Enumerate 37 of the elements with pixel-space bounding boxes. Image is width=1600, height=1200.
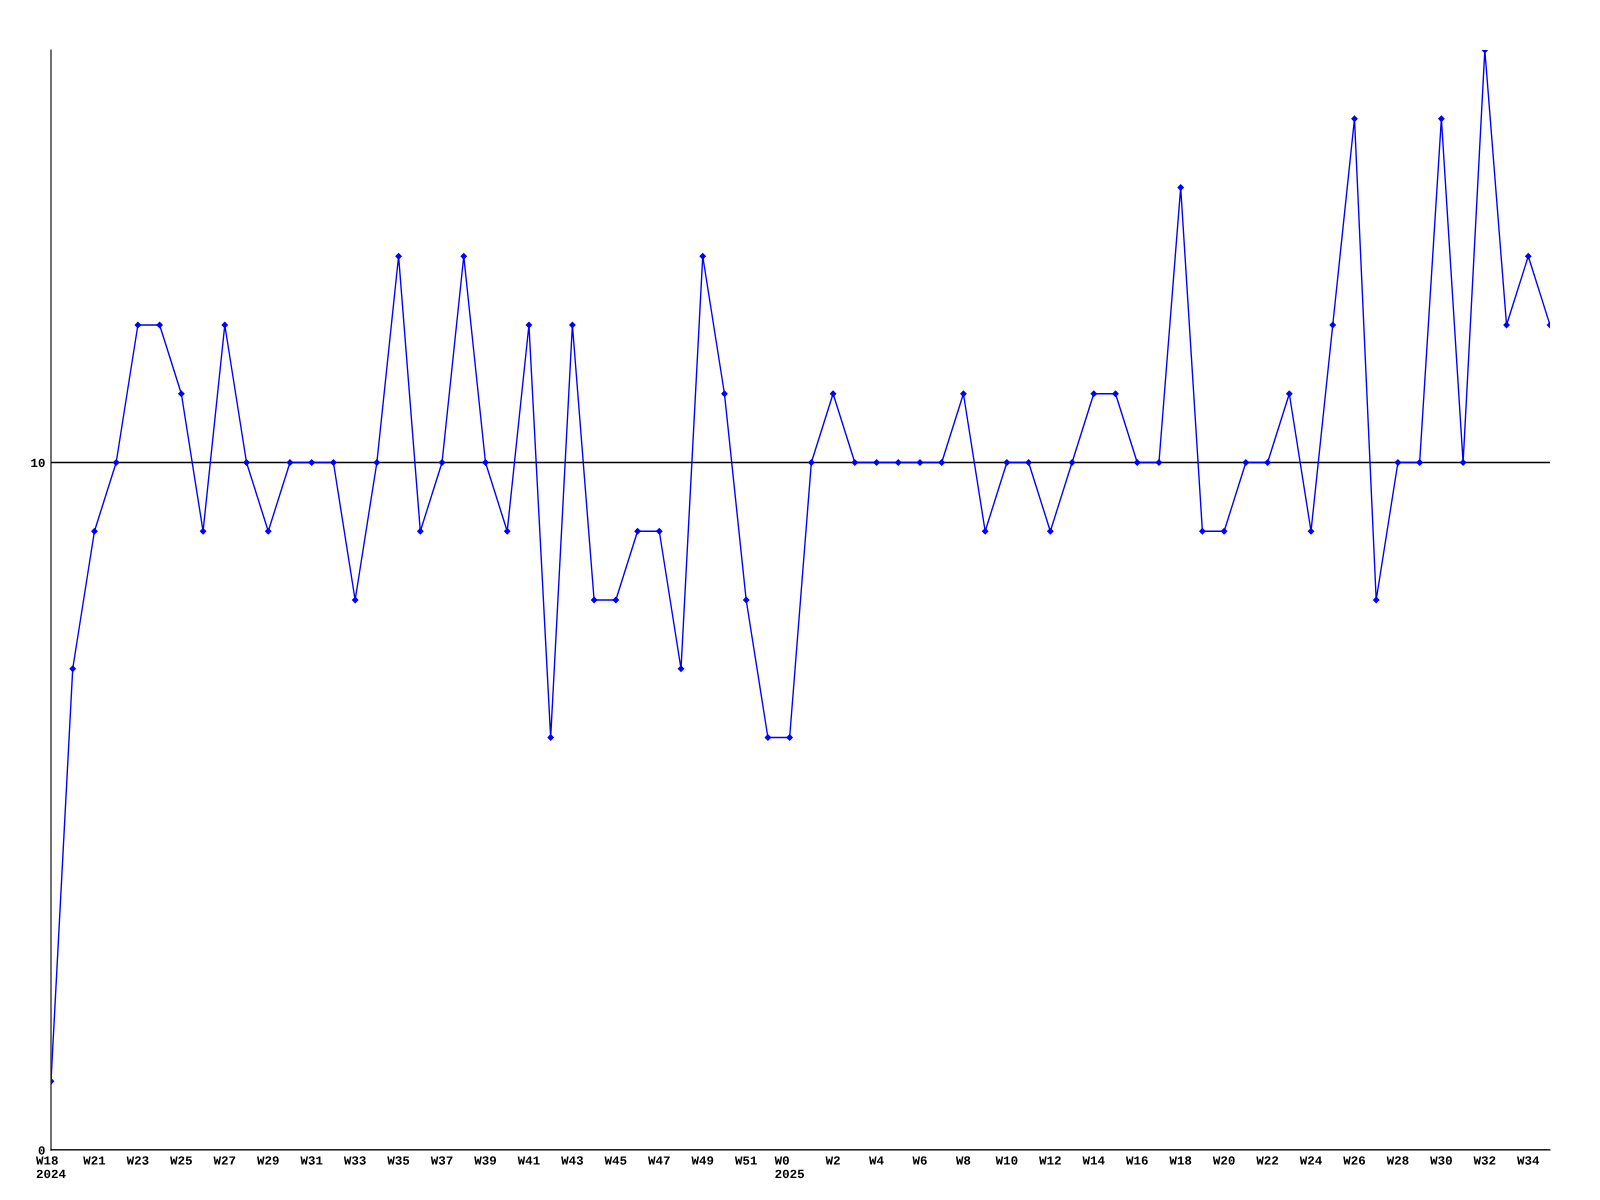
x-tick-label: W51 <box>734 1156 757 1165</box>
x-tick-label: W34 <box>1517 1156 1540 1165</box>
x-tick-label: W39 <box>474 1156 496 1165</box>
x-tick-label: W32 <box>1473 1156 1496 1165</box>
x-tick-label: W18 <box>1169 1156 1192 1165</box>
x-tick-label: W35 <box>387 1156 410 1165</box>
x-tick-label: W27 <box>213 1156 236 1165</box>
x-tick-label: W12 <box>1039 1156 1061 1165</box>
x-tick-label: W45 <box>604 1156 627 1165</box>
x-tick-label: W18 2024 <box>36 1156 66 1179</box>
y-tick-label: 0 <box>38 1146 45 1155</box>
x-tick-label: W47 <box>648 1156 670 1165</box>
x-tick-label: W33 <box>343 1156 366 1165</box>
x-tick-label: W8 <box>955 1156 971 1165</box>
x-tick-label: W41 <box>517 1156 540 1165</box>
x-tick-label: W0 2025 <box>774 1156 804 1179</box>
x-tick-label: W29 <box>256 1156 279 1165</box>
x-tick-label: W10 <box>995 1156 1018 1165</box>
x-tick-label: W23 <box>126 1156 149 1165</box>
x-tick-label: W21 <box>83 1156 106 1165</box>
x-tick-label: W37 <box>430 1156 453 1165</box>
x-tick-label: W25 <box>170 1156 192 1165</box>
x-tick-label: W22 <box>1256 1156 1279 1165</box>
x-tick-label: W26 <box>1343 1156 1366 1165</box>
x-tick-label: W49 <box>691 1156 714 1165</box>
y-tick-label: 10 <box>31 458 45 468</box>
x-tick-label: W6 <box>912 1156 927 1165</box>
x-tick-label: W24 <box>1299 1156 1322 1165</box>
x-tick-label: W30 <box>1430 1156 1452 1165</box>
x-tick-label: W16 <box>1125 1156 1148 1165</box>
x-tick-label: W43 <box>561 1156 584 1165</box>
x-tick-label: W4 <box>869 1156 884 1165</box>
x-tick-label: W2 <box>825 1156 840 1165</box>
x-tick-label: W20 <box>1212 1156 1235 1165</box>
x-tick-label: W14 <box>1082 1156 1105 1165</box>
x-tick-label: W31 <box>300 1156 323 1165</box>
x-tick-label: W28 <box>1386 1156 1409 1165</box>
